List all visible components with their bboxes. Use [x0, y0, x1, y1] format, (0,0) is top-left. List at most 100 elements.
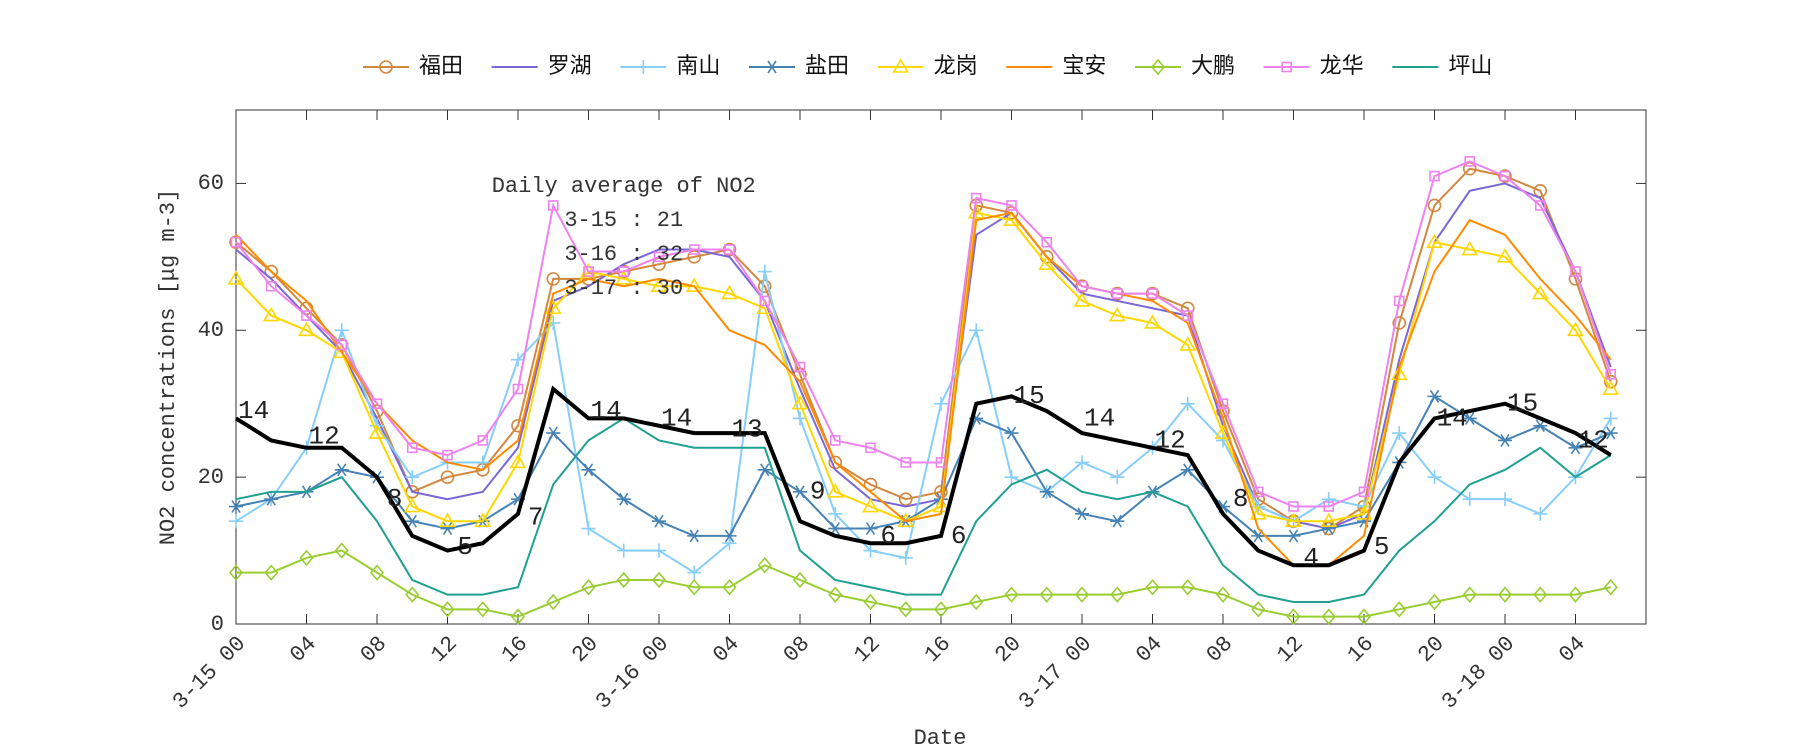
marker [403, 497, 421, 513]
daily-average-title: Daily average of NO2 [492, 174, 756, 199]
marker [581, 521, 596, 536]
marker [547, 200, 559, 211]
marker [230, 236, 242, 248]
annotation: 14 [661, 403, 692, 433]
y-tick-label: 40 [198, 318, 224, 343]
marker [687, 579, 702, 596]
marker [652, 514, 666, 528]
legend-label: 南山 [676, 54, 720, 79]
annotation: 7 [528, 502, 544, 532]
marker [440, 470, 455, 484]
marker [616, 543, 631, 558]
series-line [235, 417, 1612, 603]
marker [1286, 608, 1301, 625]
marker [546, 272, 561, 286]
annotation: 5 [1374, 532, 1390, 562]
marker [227, 270, 245, 285]
marker [262, 307, 280, 322]
marker [687, 529, 702, 543]
annotation: 12 [309, 422, 340, 452]
marker [793, 411, 807, 426]
legend: 福田 罗湖 南山 盐田 龙岗 宝安 大鹏 龙华 坪山 [363, 54, 1492, 79]
x-tick-label: 20 [1413, 631, 1449, 667]
marker [1392, 426, 1407, 441]
marker [1603, 411, 1618, 426]
marker [475, 601, 490, 618]
series-line [235, 211, 1612, 523]
marker [933, 601, 949, 618]
marker [1320, 512, 1338, 527]
marker [405, 586, 420, 603]
x-tick-label: 16 [1343, 631, 1379, 667]
marker [477, 435, 489, 446]
marker [1393, 295, 1405, 307]
legend-label: 龙岗 [934, 54, 978, 79]
legend-marker [1281, 61, 1292, 73]
marker [1498, 169, 1512, 183]
marker [1499, 170, 1511, 182]
marker [405, 514, 420, 528]
marker [1249, 505, 1267, 520]
marker [371, 398, 383, 410]
marker [546, 315, 561, 330]
marker [722, 536, 737, 551]
marker [1392, 601, 1407, 618]
y-tick-label: 60 [198, 171, 224, 196]
legend-label: 盐田 [805, 54, 849, 79]
x-tick-label: 20 [990, 631, 1026, 667]
marker [722, 579, 737, 596]
legend-label: 龙华 [1320, 54, 1364, 79]
marker [1533, 183, 1548, 198]
marker [969, 593, 984, 611]
marker [1073, 292, 1091, 307]
marker [1531, 284, 1549, 300]
annotation: 6 [880, 521, 896, 551]
marker [1323, 501, 1335, 512]
marker [934, 396, 948, 411]
daily-average-line: 3-17 : 30 [564, 276, 683, 301]
marker [757, 264, 772, 279]
x-axis-label: Date [914, 726, 967, 750]
legend-marker [636, 60, 651, 74]
x-tick-label: 04 [708, 631, 744, 667]
marker [1004, 470, 1019, 485]
x-tick-label: 04 [1554, 631, 1590, 667]
annotation: 13 [732, 414, 763, 444]
annotation: 12 [1578, 425, 1609, 455]
marker [863, 522, 878, 535]
marker [722, 529, 737, 543]
marker [652, 543, 666, 558]
marker [829, 435, 841, 446]
annotation: 12 [1155, 425, 1186, 455]
marker [898, 492, 913, 506]
series-line [236, 549, 1611, 618]
marker [442, 449, 453, 461]
x-tick-label: 16 [920, 631, 956, 667]
marker [1567, 321, 1584, 337]
marker [1462, 492, 1477, 507]
marker [1285, 512, 1302, 527]
marker [1215, 586, 1231, 603]
marker [1426, 233, 1443, 248]
marker [724, 244, 735, 255]
marker [264, 492, 279, 506]
marker [1498, 492, 1512, 507]
marker [1355, 505, 1373, 520]
marker [687, 250, 702, 264]
marker [865, 442, 876, 454]
marker [935, 457, 947, 468]
marker [1038, 255, 1056, 270]
x-tick-label: 3-16 00 [591, 631, 674, 714]
marker [474, 512, 492, 527]
marker [368, 424, 386, 439]
x-tick-label: 3-15 00 [168, 631, 251, 714]
legend-label: 坪山 [1448, 54, 1492, 79]
marker [618, 266, 630, 277]
daily-average-line: 3-16 : 32 [564, 242, 683, 267]
marker [757, 463, 772, 477]
series-line [235, 160, 1612, 508]
marker [264, 264, 279, 279]
marker [1288, 501, 1299, 512]
marker [405, 470, 420, 485]
marker [1390, 365, 1408, 381]
